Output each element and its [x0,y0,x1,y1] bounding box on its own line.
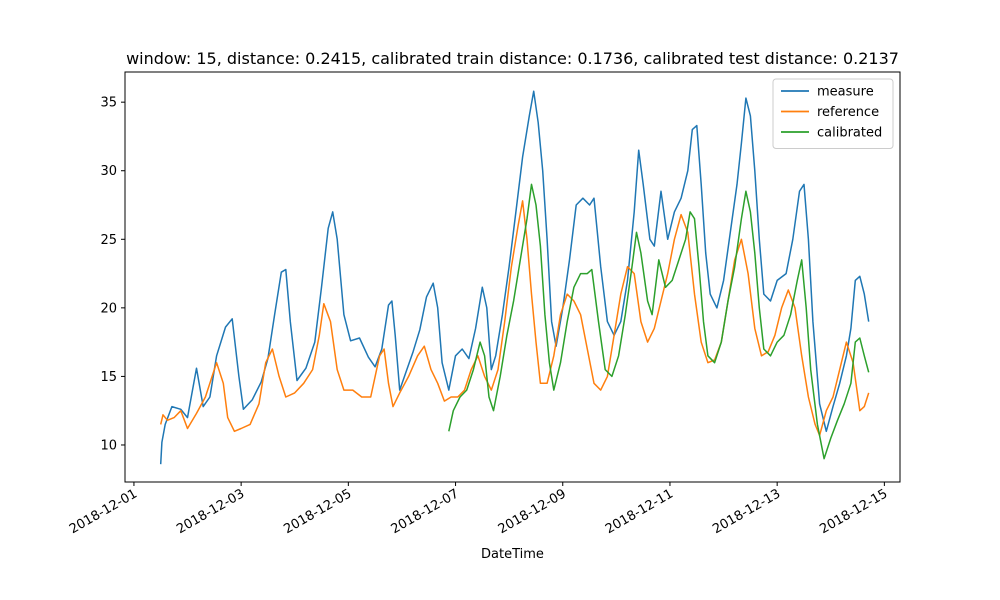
legend-label-calibrated: calibrated [817,126,882,141]
y-tick-label: 10 [100,438,117,453]
y-axis: 10 15 20 25 30 35 [100,96,125,453]
legend-label-measure: measure [817,85,874,100]
x-axis-label: DateTime [481,547,544,562]
series-line-calibrated [448,183,870,460]
legend: measure reference calibrated [772,78,894,149]
plot-frame [124,71,901,483]
series-layer [159,90,870,465]
series-line-reference [159,200,870,437]
y-tick-label: 35 [100,96,117,111]
y-tick-label: 15 [100,370,117,385]
y-tick-label: 25 [100,233,117,248]
y-tick-label: 20 [100,301,117,316]
series-line-measure [159,90,870,465]
chart-title: window: 15, distance: 0.2415, calibrated… [126,49,899,68]
y-tick-label: 30 [100,164,117,179]
legend-label-reference: reference [817,105,879,120]
